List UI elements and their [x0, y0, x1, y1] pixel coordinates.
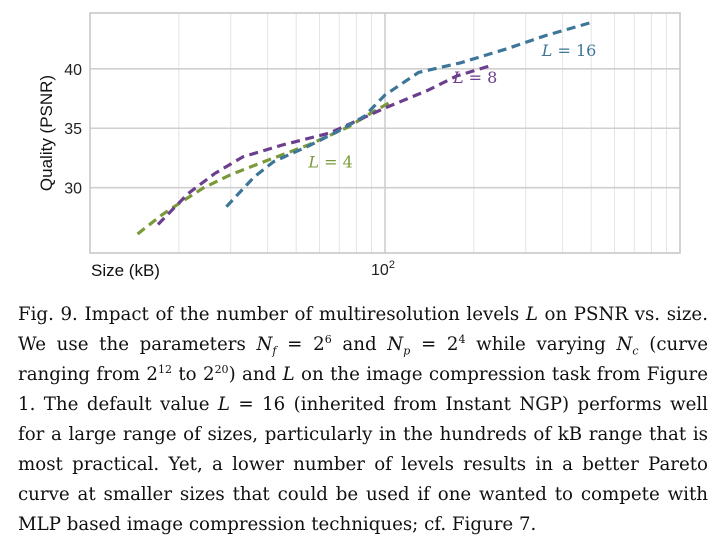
caption-segment: to 2: [172, 364, 215, 385]
series-label-l4: L = 4: [307, 152, 352, 171]
y-tick-label: 35: [64, 121, 82, 138]
grid: [90, 13, 680, 253]
caption-segment: 20: [214, 362, 229, 376]
series-line-l4: [136, 99, 394, 236]
y-tick-label: 40: [64, 62, 82, 79]
caption-segment: 4: [458, 332, 466, 346]
caption-segment: N: [256, 334, 273, 355]
psnr-vs-size-chart: L = 4 L = 8 L = 16 30 35 40 102 Size (kB) Qua…: [37, 12, 681, 280]
caption-segment: ) and: [228, 364, 283, 385]
caption-segment: = 2: [410, 334, 459, 355]
tick-labels: 30 35 40 102: [64, 62, 395, 279]
figure-caption: Fig. 9. Impact of the number of multires…: [18, 300, 708, 540]
caption-segment: N: [387, 334, 404, 355]
caption-segment: L: [217, 394, 230, 415]
x-tick-label: 102: [371, 259, 395, 279]
caption-body: Impact of the number of multiresolution …: [18, 304, 708, 535]
caption-segment: p: [403, 344, 411, 358]
caption-segment: = 2: [276, 334, 325, 355]
series-line-l16: [225, 20, 592, 208]
caption-segment: (curve ranging from 2: [18, 334, 709, 385]
caption-segment: N: [616, 334, 633, 355]
caption-label: Fig. 9.: [18, 304, 78, 325]
x-axis-label: Size (kB): [91, 261, 160, 280]
series-label-l8: L = 8: [452, 68, 497, 87]
caption-segment: Impact of the number of multiresolution …: [84, 304, 526, 325]
figure: L = 4 L = 8 L = 16 30 35 40 102 Size (kB) Qua…: [37, 12, 681, 280]
y-tick-label: 30: [64, 181, 82, 198]
series-labels: L = 4 L = 8 L = 16: [307, 41, 596, 172]
caption-segment: L: [282, 364, 295, 385]
series: [136, 20, 592, 236]
caption-segment: 6: [324, 332, 332, 346]
caption-segment: c: [632, 344, 639, 358]
caption-segment: 12: [158, 362, 172, 376]
caption-segment: = 16 (inherited from Instant NGP) perfor…: [18, 394, 708, 535]
caption-segment: while varying: [465, 334, 617, 355]
plot-frame: [89, 12, 681, 254]
y-axis-label: Quality (PSNR): [37, 75, 56, 191]
series-label-l16: L = 16: [541, 41, 597, 60]
caption-segment: on the image compression task from Figur…: [18, 364, 708, 415]
caption-segment: on PSNR vs. size. We use the parameters: [18, 304, 708, 355]
caption-segment: and: [331, 334, 388, 355]
caption-segment: f: [272, 344, 277, 358]
series-line-l8: [156, 63, 493, 226]
caption-segment: L: [525, 304, 538, 325]
